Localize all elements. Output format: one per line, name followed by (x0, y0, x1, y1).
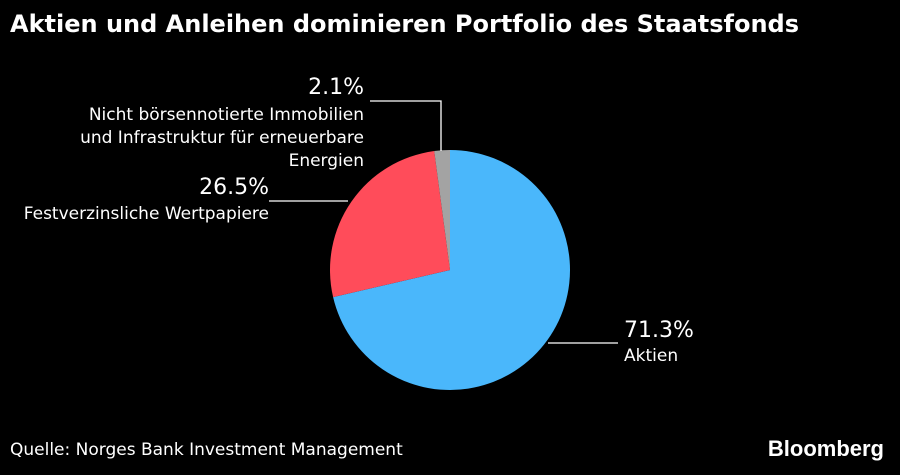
bloomberg-logo: Bloomberg (767, 436, 884, 461)
pct-label-aktien: 71.3% (624, 318, 694, 343)
leader-line-immobilien (370, 100, 442, 151)
pie-slice-festverzinsliche (330, 151, 450, 298)
label-festverzinsliche: Festverzinsliche Wertpapiere (24, 204, 269, 224)
label-immobilien-line-1: Nicht börsennotierte Immobilien (89, 105, 364, 125)
pct-label-immobilien: 2.1% (308, 75, 364, 100)
pct-label-festverzinsliche: 26.5% (199, 175, 269, 200)
chart-title: Aktien und Anleihen dominieren Portfolio… (10, 10, 799, 38)
source-note: Quelle: Norges Bank Investment Managemen… (10, 440, 403, 460)
label-immobilien-line-3: Energien (289, 151, 364, 171)
label-immobilien-line-2: und Infrastruktur für erneuerbare (80, 128, 364, 148)
label-aktien: Aktien (624, 346, 678, 366)
pie-slice-immobilien (434, 150, 450, 270)
pie-slice-aktien (333, 150, 571, 391)
